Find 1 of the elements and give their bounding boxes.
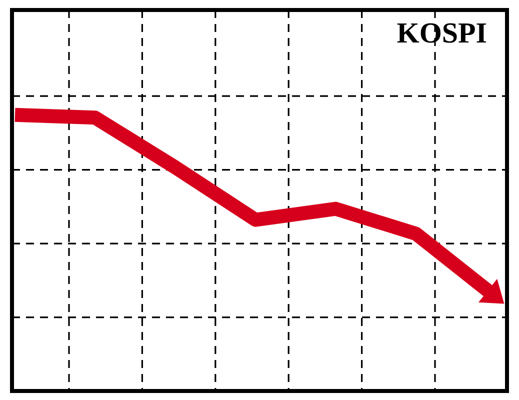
chart-title: KOSPI bbox=[396, 18, 488, 50]
